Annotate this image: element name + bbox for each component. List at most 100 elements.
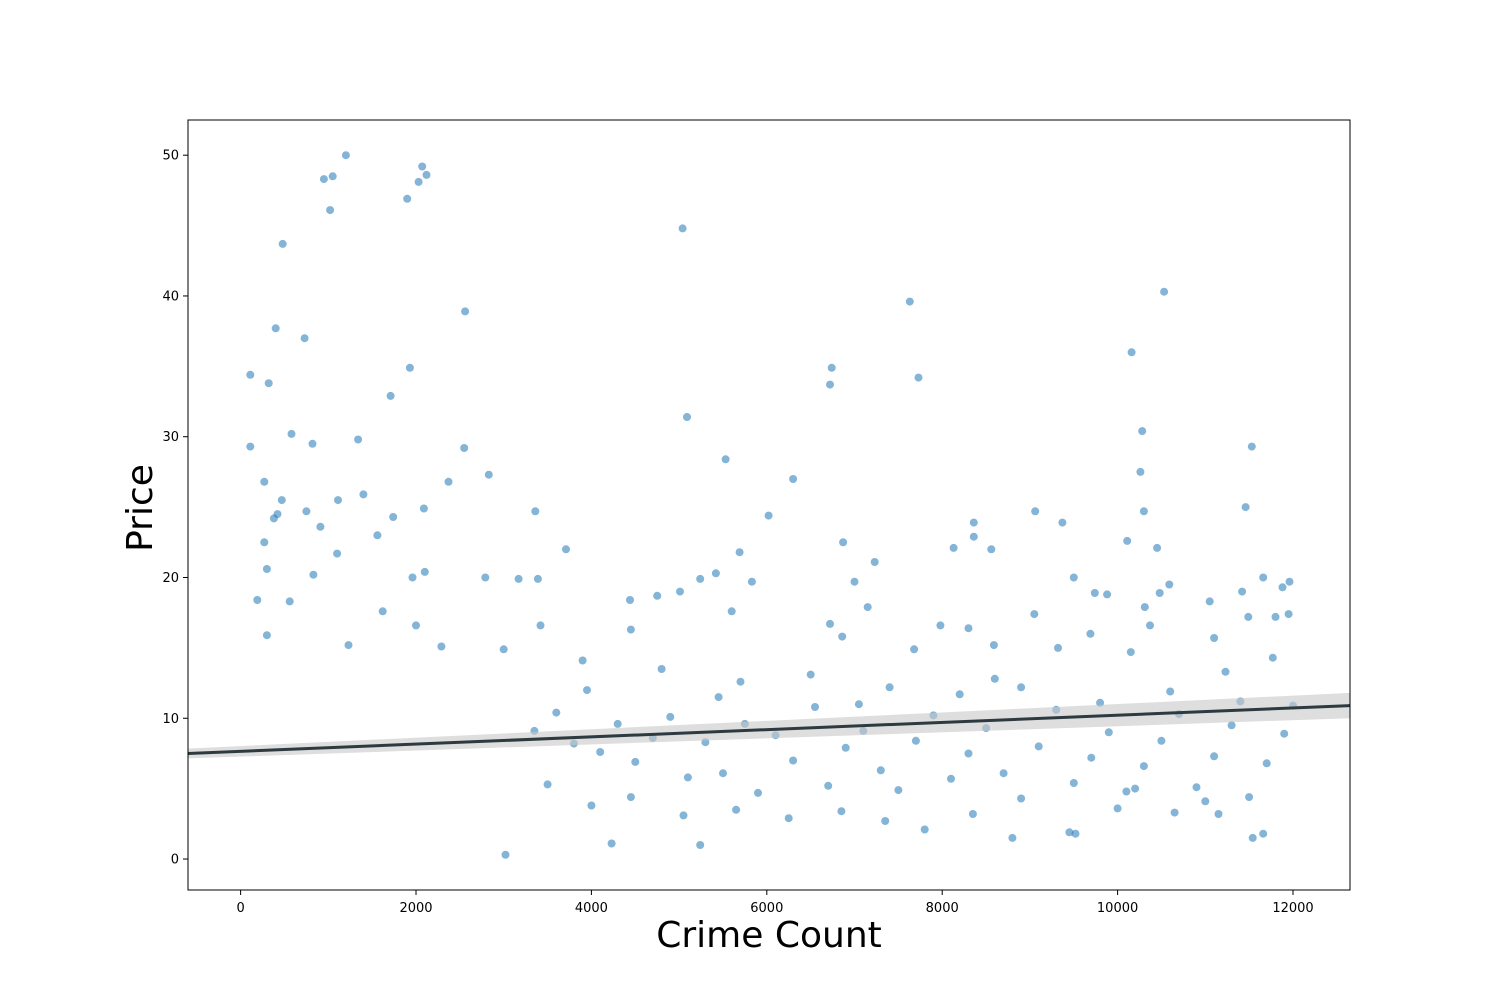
y-tick-label: 50 (162, 149, 179, 164)
scatter-point (273, 510, 282, 519)
scatter-point (403, 194, 412, 203)
scatter-point (613, 719, 622, 728)
scatter-point (308, 439, 317, 448)
scatter-point (1165, 580, 1174, 589)
scatter-point (837, 807, 846, 816)
scatter-point (1157, 736, 1166, 745)
scatter-point (1086, 629, 1095, 638)
scatter-point (354, 435, 363, 444)
scatter-point (905, 297, 914, 306)
scatter-point (578, 656, 587, 665)
scatter-point (806, 670, 815, 679)
scatter-point (1166, 687, 1175, 696)
scatter-point (1146, 621, 1154, 630)
scatter-point (408, 573, 417, 582)
scatter-point (811, 703, 819, 711)
scatter-point (373, 531, 382, 540)
scatter-point (732, 805, 741, 814)
scatter-point (747, 577, 756, 586)
scatter-point (1210, 634, 1219, 642)
scatter-point (501, 850, 510, 859)
y-tick-label: 10 (162, 712, 179, 727)
scatter-point (1138, 427, 1147, 436)
scatter-point (910, 645, 919, 654)
scatter-point (1268, 653, 1277, 662)
scatter-point (947, 774, 955, 783)
scatter-point (1278, 583, 1287, 592)
scatter-point (1241, 503, 1250, 512)
scatter-point (260, 538, 269, 547)
scatter-point (246, 442, 255, 451)
scatter-point (287, 429, 296, 438)
scatter-point (583, 686, 591, 695)
x-tick-label: 0 (236, 901, 244, 916)
scatter-point (1140, 603, 1149, 612)
scatter-point (264, 379, 273, 388)
scatter-point (789, 756, 798, 765)
scatter-point (1122, 787, 1131, 796)
scatter-point (285, 597, 294, 606)
axes-frame (187, 119, 1351, 891)
scatter-point (278, 239, 287, 248)
scatter-point (1008, 833, 1017, 842)
scatter-point (1262, 759, 1271, 768)
scatter-point (344, 641, 353, 650)
scatter-point (1090, 589, 1099, 597)
scatter-point (341, 151, 350, 160)
scatter-point (1248, 833, 1257, 842)
scatter-point (309, 570, 318, 579)
scatter-point (1071, 829, 1080, 838)
scatter-point (911, 736, 920, 745)
scatter-point (300, 334, 309, 343)
scatter-point (735, 548, 744, 557)
y-tick-label: 0 (171, 853, 179, 868)
scatter-point (683, 413, 691, 421)
scatter-point (389, 513, 398, 521)
scatter-point (531, 507, 540, 516)
scatter-point (1136, 467, 1145, 476)
y-axis: 0 10 20 30 40 50 (162, 149, 188, 868)
scatter-point (1104, 728, 1113, 737)
scatter-point (727, 607, 736, 616)
scatter-point (1034, 742, 1043, 751)
scatter-point (876, 766, 885, 775)
scatter-point (253, 596, 262, 604)
scatter-point (990, 674, 999, 683)
scatter-point (824, 781, 833, 790)
scatter-point (543, 780, 552, 789)
scatter-point (754, 788, 762, 797)
scatter-point (863, 603, 872, 612)
scatter-point (696, 574, 705, 583)
scatter-point (1271, 612, 1280, 621)
scatter-point (533, 574, 542, 583)
scatter-point (302, 507, 311, 516)
scatter-point (920, 825, 929, 834)
scatter-point (1192, 783, 1201, 792)
x-tick-label: 2000 (399, 901, 432, 916)
scatter-point (885, 683, 894, 692)
scatter-point (277, 496, 286, 505)
scatter-point (1214, 810, 1223, 818)
scatter-point (333, 549, 342, 558)
scatter-point (246, 370, 255, 379)
scatter-point (1201, 797, 1210, 806)
scatter-point (826, 619, 834, 628)
scatter-point (1069, 779, 1078, 787)
scatter-point (626, 596, 634, 604)
y-tick-label: 40 (162, 289, 179, 304)
scatter-point (969, 532, 978, 541)
scatter-point (420, 567, 429, 576)
plot-background (188, 120, 1350, 890)
scatter-point (1210, 752, 1219, 761)
scatter-point (414, 177, 423, 186)
scatter-point (1065, 828, 1074, 837)
scatter-point (319, 175, 328, 184)
scatter-point (418, 162, 427, 171)
scatter-point (1244, 612, 1253, 621)
scatter-point (1017, 683, 1026, 692)
scatter-point (1155, 589, 1164, 597)
scatter-point (657, 665, 666, 673)
scatter-point (607, 839, 616, 848)
scatter-point (666, 712, 675, 721)
